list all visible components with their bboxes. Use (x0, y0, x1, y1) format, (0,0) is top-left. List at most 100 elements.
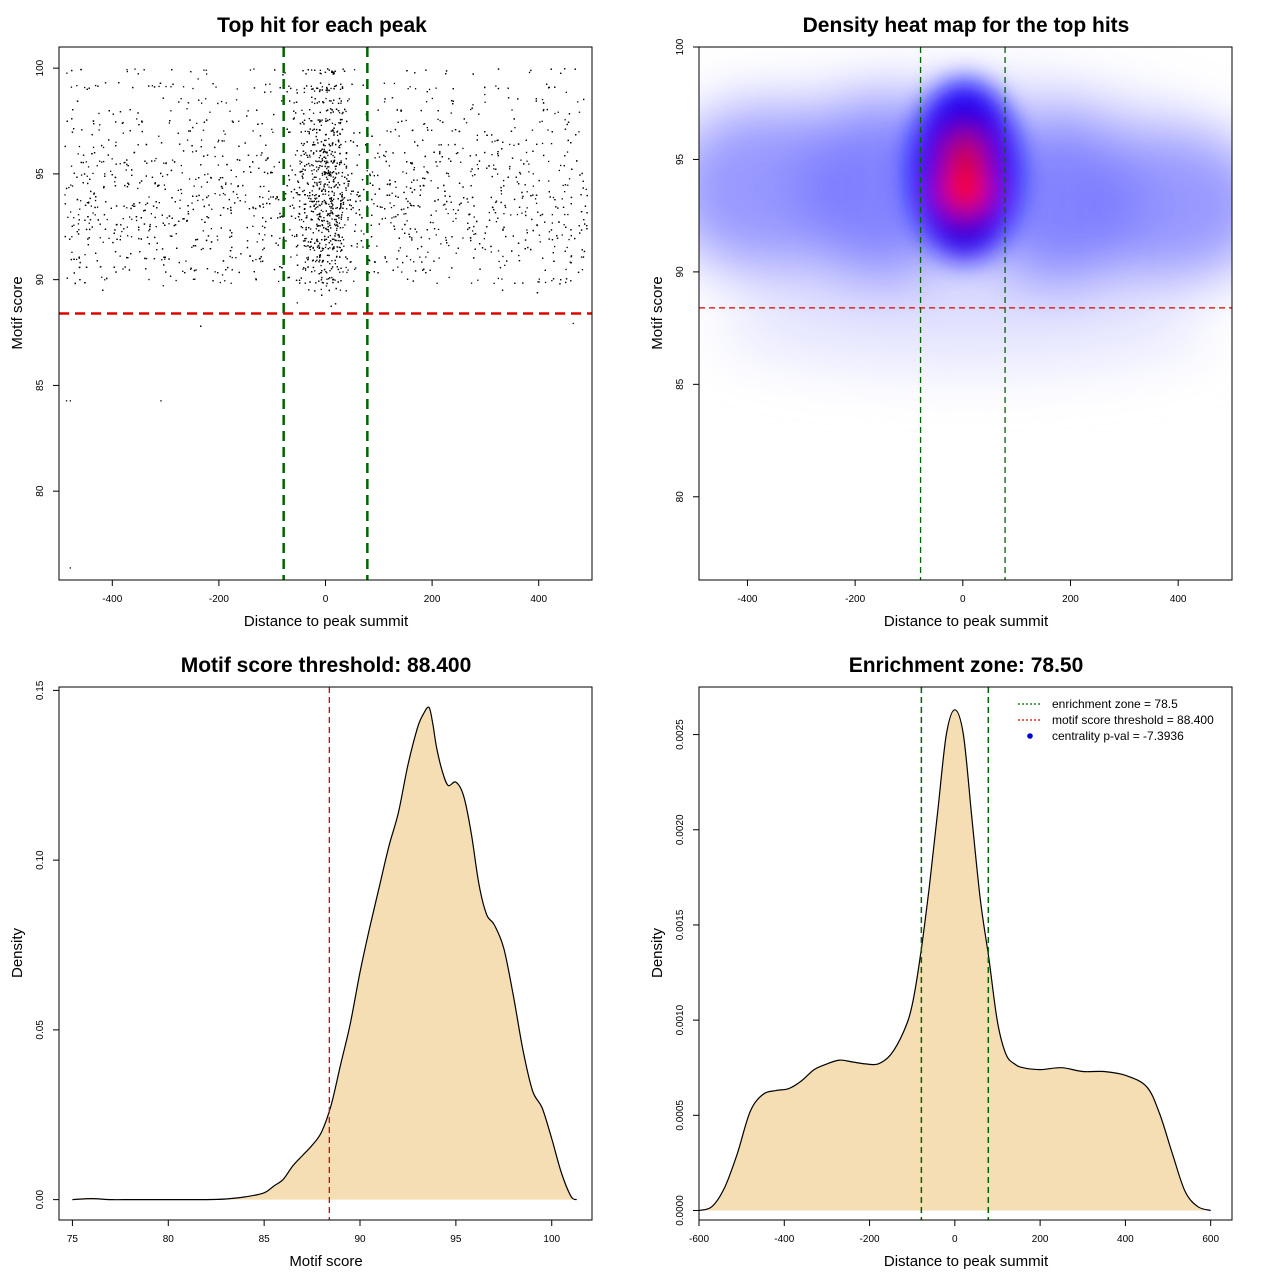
scatter-point (497, 139, 499, 141)
scatter-point (513, 144, 515, 146)
scatter-point (220, 227, 222, 229)
scatter-point (333, 132, 335, 134)
scatter-point (432, 222, 434, 224)
scatter-point (444, 203, 446, 206)
scatter-point (217, 164, 219, 166)
scatter-point (266, 202, 268, 205)
scatter-point (99, 266, 102, 268)
scatter-point (411, 181, 413, 183)
scatter-point (288, 276, 290, 279)
scatter-point (385, 160, 387, 163)
scatter-point (323, 150, 325, 153)
scatter-point (330, 227, 332, 229)
scatter-point (339, 240, 341, 242)
scatter-point (362, 246, 364, 248)
scatter-point (96, 260, 98, 262)
scatter-point (313, 128, 315, 130)
scatter-point (404, 223, 406, 226)
scatter-point (340, 216, 343, 218)
scatter-point (395, 186, 397, 188)
scatter-point (325, 97, 327, 100)
scatter-point (309, 248, 311, 251)
scatter-point (200, 248, 202, 251)
scatter-point (317, 217, 319, 220)
scatter-point (469, 213, 471, 215)
scatter-point (244, 194, 247, 196)
scatter-point (103, 214, 106, 216)
scatter-point (284, 72, 286, 74)
scatter-point (339, 162, 341, 164)
scatter-point (424, 123, 426, 125)
scatter-point (360, 230, 362, 232)
scatter-point (162, 175, 164, 177)
scatter-point (154, 183, 156, 185)
scatter-point (70, 184, 72, 186)
scatter-point (333, 71, 335, 74)
scatter-point (325, 89, 327, 91)
scatter-point (214, 146, 216, 149)
scatter-point (452, 103, 454, 105)
scatter-point (564, 213, 566, 216)
scatter-point (327, 171, 330, 173)
scatter-point (134, 205, 136, 207)
scatter-point (195, 178, 197, 180)
scatter-point (318, 157, 320, 159)
scatter-point (302, 121, 304, 123)
scatter-point (390, 206, 393, 209)
scatter-point (319, 89, 321, 91)
scatter-point (469, 237, 472, 239)
scatter-point (419, 206, 421, 208)
scatter-point (330, 202, 333, 204)
scatter-point (504, 204, 506, 207)
scatter-point (541, 98, 544, 101)
scatter-point (70, 165, 73, 167)
scatter-point (357, 191, 359, 193)
scatter-point (165, 271, 167, 273)
scatter-point (64, 235, 66, 238)
scatter-point (177, 189, 179, 191)
scatter-point (341, 236, 343, 238)
scatter-point (501, 289, 504, 291)
scatter-point (212, 280, 214, 282)
scatter-point (310, 120, 312, 122)
scatter-point (384, 155, 386, 158)
scatter-point (311, 69, 313, 71)
scatter-point (312, 144, 314, 146)
scatter-point (229, 236, 231, 238)
scatter-point (462, 147, 464, 150)
scatter-point (320, 279, 323, 281)
scatter-point (174, 201, 176, 203)
scatter-point (106, 218, 108, 221)
scatter-point (319, 165, 321, 167)
scatter-point (373, 175, 375, 177)
scatter-point (296, 235, 298, 237)
scatter-point (420, 109, 422, 112)
scatter-point (438, 144, 440, 146)
scatter-point (331, 203, 333, 205)
scatter-point (339, 246, 341, 249)
scatter-point (437, 199, 439, 201)
scatter-point (495, 221, 498, 223)
scatter-point (238, 120, 240, 122)
scatter-point (78, 229, 80, 231)
scatter-point (336, 229, 338, 231)
scatter-point (311, 190, 313, 192)
scatter-point (217, 239, 219, 241)
scatter-point (340, 100, 342, 102)
scatter-point (66, 72, 68, 74)
scatter-point (291, 169, 293, 171)
scatter-point (311, 88, 313, 90)
scatter-point (116, 223, 118, 226)
scatter-point (307, 258, 309, 260)
scatter-point (321, 190, 323, 192)
scatter-point (346, 120, 348, 123)
scatter-point (319, 82, 322, 84)
scatter-point (398, 237, 400, 239)
scatter-point (282, 216, 284, 218)
scatter-point (159, 82, 162, 84)
scatter-point (262, 203, 264, 205)
scatter-point (324, 165, 326, 168)
scatter-point (301, 109, 303, 111)
scatter-point (422, 184, 425, 187)
scatter-point (165, 85, 167, 88)
